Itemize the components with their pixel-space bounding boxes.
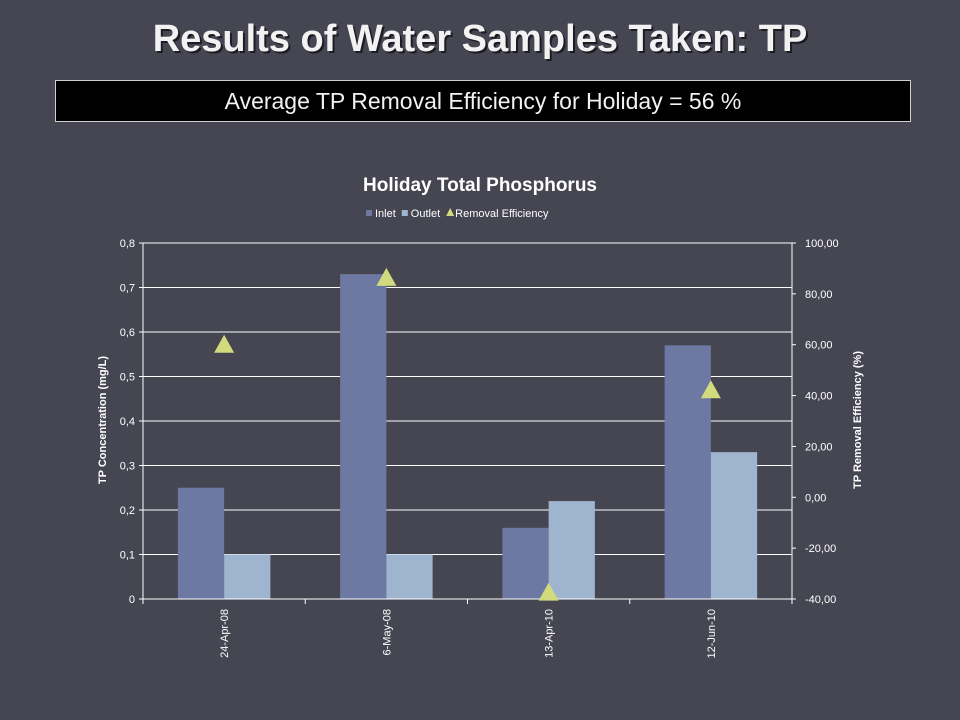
y-tick-label: 0,5	[120, 372, 135, 384]
x-tick-label: 12-Jun-10	[706, 609, 718, 659]
y-tick-label: 0,3	[120, 461, 135, 473]
bar-inlet	[502, 527, 549, 599]
y2-axis-label: TP Removal Efficiency (%)	[852, 351, 864, 489]
efficiency-marker	[214, 334, 235, 353]
y-tick-label: 0,2	[120, 505, 135, 517]
legend-swatch	[401, 210, 408, 216]
y2-tick-label: -40,00	[805, 594, 836, 606]
y2-tick-label: 0,00	[805, 492, 826, 504]
efficiency-marker	[700, 380, 721, 399]
bar-inlet	[177, 487, 225, 599]
y2-tick-label: -20,00	[805, 543, 836, 555]
legend-label: Outlet	[411, 208, 440, 220]
y2-tick-label: 100,00	[805, 238, 839, 250]
y-tick-label: 0,8	[120, 238, 135, 250]
y2-tick-label: 60,00	[805, 340, 833, 352]
bar-outlet	[386, 554, 433, 599]
y2-tick-label: 80,00	[805, 289, 833, 301]
y-tick-label: 0,6	[120, 327, 135, 339]
y2-tick-label: 20,00	[805, 441, 833, 453]
y-tick-label: 0,1	[120, 550, 135, 562]
slide-title: Results of Water Samples Taken: TP	[152, 18, 808, 60]
bar-outlet	[224, 554, 271, 599]
x-tick-label: 13-Apr-10	[544, 609, 556, 658]
y-tick-label: 0	[129, 594, 135, 606]
bar-outlet	[710, 452, 758, 599]
bar-outlet	[548, 501, 595, 599]
bar-inlet	[340, 274, 387, 599]
y-tick-label: 0,7	[120, 283, 135, 295]
y-tick-label: 0,4	[120, 416, 135, 428]
legend-label: Inlet	[375, 208, 396, 220]
average-efficiency-banner: Average TP Removal Efficiency for Holida…	[55, 80, 911, 122]
efficiency-markers	[214, 267, 721, 601]
bars	[177, 274, 758, 599]
x-tick-label: 24-Apr-08	[219, 609, 231, 658]
legend: Inlet Outlet Removal Efficiency	[366, 208, 549, 220]
chart-title: Holiday Total Phosphorus	[363, 175, 597, 196]
legend-label: Removal Efficiency	[455, 208, 549, 220]
x-tick-label: 6-May-08	[381, 609, 393, 655]
y-axis-label: TP Concentration (mg/L)	[97, 356, 109, 484]
axes: 0 0,1 0,2 0,3 0,4 0,5 0,6 0,7 0,8 -40,00 -20,00 0,0…	[120, 238, 839, 659]
efficiency-marker	[376, 267, 397, 286]
bar-inlet	[664, 345, 711, 599]
y2-tick-label: 40,00	[805, 391, 833, 403]
legend-swatch	[446, 208, 455, 216]
legend-swatch	[366, 210, 372, 216]
efficiency-marker	[538, 582, 559, 601]
